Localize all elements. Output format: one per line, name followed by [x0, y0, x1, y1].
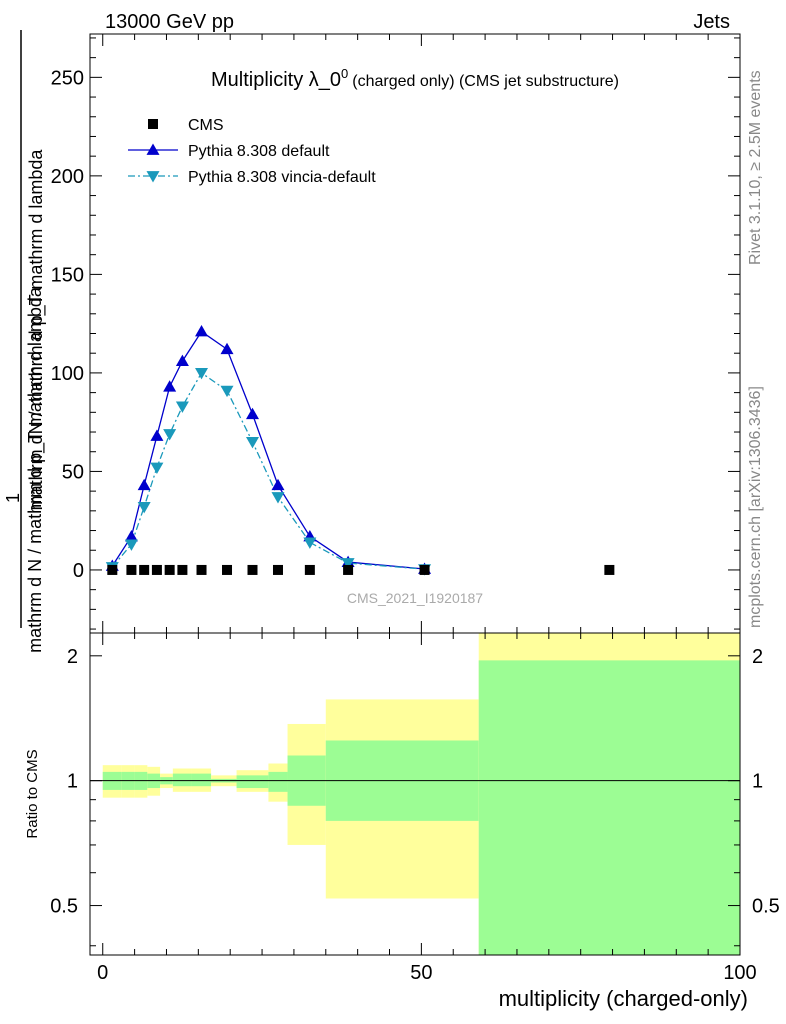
ratio-xlabel: multiplicity (charged-only) [499, 986, 748, 1011]
main-ylabel: 1 mathrm dN / mathrm d p_T mathrm d lamb… [3, 30, 47, 653]
point-cms [126, 564, 137, 575]
legend-label: Pythia 8.308 default [188, 143, 330, 160]
point-cms [177, 564, 188, 575]
point-cms [222, 564, 233, 575]
ratio-y-tick-label-left: 2 [67, 646, 78, 668]
point-vincia [271, 492, 285, 504]
y-tick-label: 100 [51, 363, 84, 385]
ratio-frame [89, 632, 741, 956]
ratio-y-tick-label-left: 1 [67, 771, 78, 793]
chart-title: Multiplicity λ_00 (charged only) (CMS jet… [211, 66, 619, 91]
x-tick-label: 100 [723, 962, 756, 984]
point-vincia [220, 385, 234, 398]
point-pythia-default [137, 478, 151, 491]
ratio-band-inner [478, 660, 740, 955]
series-line-vincia [111, 371, 425, 570]
point-cms [139, 564, 150, 575]
main-ticks: 0 50 100 150 200 250 [51, 34, 741, 633]
point-cms [419, 564, 430, 575]
y-tick-label: 250 [51, 67, 84, 89]
ratio-band-inner [268, 771, 288, 792]
ratio-band-inner [236, 775, 269, 789]
legend-marker-pythia-default [146, 143, 160, 155]
point-cms [343, 564, 354, 575]
chart-title-main: Multiplicity λ_0 [211, 69, 341, 91]
series-line-pythia-default [111, 330, 425, 570]
point-cms [604, 564, 615, 575]
ratio-y-tick-label-right: 1 [752, 771, 763, 793]
point-pythia-default [124, 529, 138, 542]
point-cms [304, 564, 315, 575]
legend: CMS Pythia 8.308 default Pythia 8.308 vinc… [128, 117, 376, 186]
point-pythia-default [163, 380, 177, 392]
y-tick-label: 200 [51, 166, 84, 188]
ratio-bands [90, 633, 740, 955]
ylabel-denominator: mathrm d N / mathrm d p_T mathrm d lambd… [25, 286, 46, 653]
point-cms [164, 564, 175, 575]
ratio-y-tick-label-left: 0.5 [50, 896, 78, 918]
legend-marker-cms [148, 119, 158, 129]
y-tick-label: 150 [51, 264, 84, 286]
header-left: 13000 GeV pp [105, 11, 234, 33]
rivet-label: Rivet 3.1.10, ≥ 2.5M events [747, 70, 764, 265]
point-cms [247, 564, 258, 575]
point-vincia [150, 462, 164, 474]
point-pythia-default [246, 407, 259, 420]
point-pythia-default [175, 354, 189, 366]
point-cms [107, 564, 118, 575]
legend-label: CMS [188, 117, 224, 134]
y-tick-label: 50 [62, 461, 84, 483]
ratio-y-tick-label-right: 0.5 [752, 896, 780, 918]
ratio-band-inner [191, 773, 212, 787]
point-vincia [246, 436, 259, 449]
point-vincia [303, 537, 317, 549]
point-vincia [341, 558, 355, 570]
point-pythia-default [271, 478, 285, 491]
mcplots-label: mcplots.cern.ch [arXiv:1306.3436] [747, 386, 764, 628]
main-series [105, 325, 615, 576]
point-vincia [195, 368, 209, 380]
watermark: CMS_2021_I1920187 [347, 590, 483, 606]
point-pythia-default [220, 342, 234, 355]
point-cms [272, 564, 283, 575]
point-cms [196, 564, 207, 575]
ratio-panel: 0.5 0.5 1 1 2 2 0 50 100 Ratio to CMS multiplici… [24, 632, 780, 1011]
ratio-band-inner [172, 773, 192, 787]
ylabel-top: 1 [3, 493, 23, 503]
legend-marker-vincia [146, 171, 160, 183]
legend-label: Pythia 8.308 vincia-default [188, 169, 376, 186]
point-vincia [124, 539, 138, 551]
point-pythia-default [195, 325, 209, 337]
ylabel-numerator: mathrm dN / mathrm d p_T mathrm d lambda [26, 149, 47, 511]
ratio-ticks: 0.5 0.5 1 1 2 2 0 50 100 [50, 633, 780, 984]
point-vincia [163, 429, 177, 441]
point-vincia [137, 502, 151, 514]
chart-title-suffix: (charged only) (CMS jet substructure) [352, 73, 619, 90]
header-right: Jets [693, 11, 730, 33]
point-cms [151, 564, 162, 575]
x-tick-label: 0 [97, 962, 108, 984]
y-tick-label: 0 [73, 560, 84, 582]
point-vincia [175, 401, 189, 413]
ratio-ylabel: Ratio to CMS [24, 749, 41, 838]
point-pythia-default [150, 429, 164, 441]
x-tick-label: 50 [410, 962, 432, 984]
chart-title-sup: 0 [341, 66, 348, 81]
ratio-y-tick-label-right: 2 [752, 646, 763, 668]
